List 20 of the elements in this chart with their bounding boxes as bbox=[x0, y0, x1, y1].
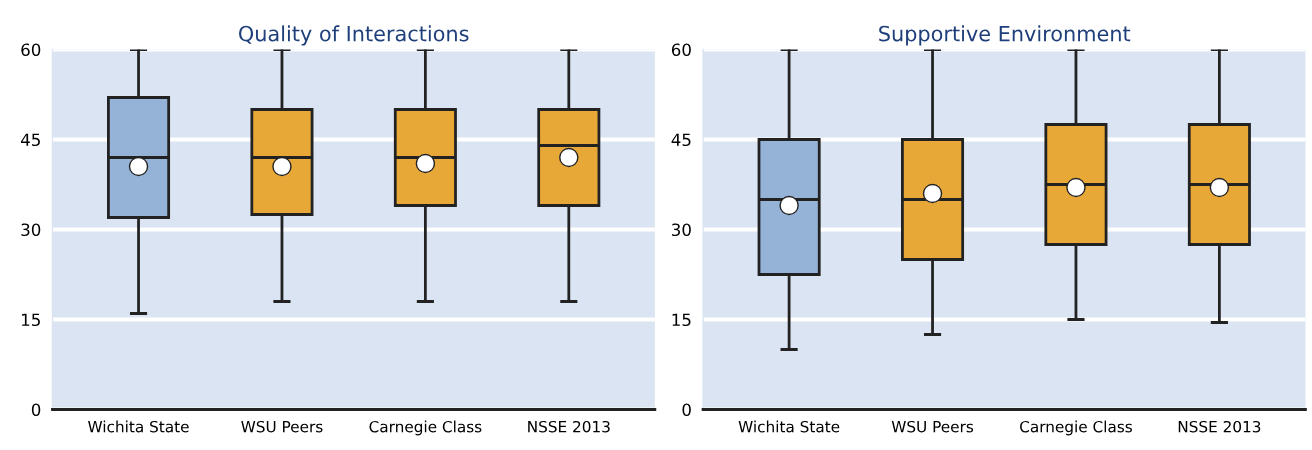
y-tick-label: 60 bbox=[671, 43, 691, 57]
y-tick-label: 15 bbox=[21, 313, 40, 327]
y-tick-label: 60 bbox=[21, 43, 41, 57]
x-tick-label: Carnegie Class bbox=[1020, 420, 1132, 436]
x-tick-label: WSU Peers bbox=[891, 420, 974, 433]
x-tick-label: Carnegie Class bbox=[369, 420, 482, 436]
y-tick-label: 15 bbox=[672, 313, 691, 327]
y-tick-label: 0 bbox=[31, 403, 41, 417]
y-tick-label: 45 bbox=[20, 133, 40, 147]
y-tick-label: 30 bbox=[21, 223, 41, 237]
x-tick-label: Wichita State bbox=[738, 420, 840, 433]
y-tick-label: 45 bbox=[671, 133, 691, 147]
x-tick-label: WSU Peers bbox=[241, 420, 323, 433]
x-tick-label: NSSE 2013 bbox=[1178, 420, 1261, 433]
x-tick-label: NSSE 2013 bbox=[528, 420, 610, 433]
chart-title: Supportive Environment bbox=[879, 25, 1131, 46]
x-tick-label: Wichita State bbox=[88, 420, 189, 433]
y-tick-label: 0 bbox=[682, 403, 691, 417]
y-tick-label: 30 bbox=[672, 223, 691, 237]
chart-title: Quality of Interactions bbox=[239, 25, 469, 46]
